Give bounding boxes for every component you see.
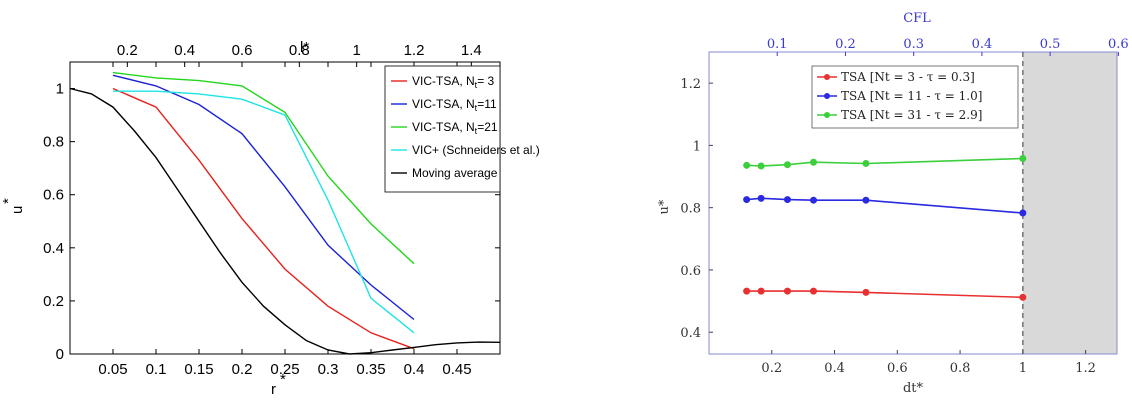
series-point-1 <box>757 287 765 295</box>
series-line-4 <box>113 90 415 334</box>
legend-marker <box>824 112 830 118</box>
series-line-3 <box>112 71 415 265</box>
y-tick-label: 0 <box>56 346 64 363</box>
legend-label: TSA [Nt = 3 - τ = 0.3] <box>841 70 975 84</box>
y-axis-label: u <box>9 206 26 214</box>
x-tick-label: 0.1 <box>146 361 167 378</box>
x-tick-label: 0.35 <box>356 361 385 378</box>
top-tick-label: 0.8 <box>289 42 310 59</box>
series-point-2 <box>757 194 765 202</box>
series-point-2 <box>1019 209 1027 217</box>
y-axis-label-group: u* <box>0 198 26 214</box>
plot-frame <box>708 51 1118 355</box>
series-point-3 <box>757 162 765 170</box>
y-tick-label: 0.8 <box>680 202 701 217</box>
shaded-region <box>1022 52 1117 354</box>
series-point-2 <box>810 196 818 204</box>
series-point-3 <box>810 158 818 166</box>
y-axis-label: u* <box>657 199 672 214</box>
top-tick-label: 0.6 <box>232 42 253 59</box>
x-tick-label: 0.8 <box>950 361 971 376</box>
legend-box <box>384 65 501 193</box>
top-tick-label: 0.2 <box>117 42 138 59</box>
legend-marker <box>824 74 830 80</box>
top-tick-label: 0.4 <box>972 37 993 52</box>
series-point-1 <box>862 288 870 296</box>
top-axis-label: l* <box>300 39 309 56</box>
x-tick-label: 0.2 <box>232 361 253 378</box>
series-point-3 <box>1019 154 1027 162</box>
y-tick-label: 0.8 <box>43 134 64 151</box>
y-tick-label: 1 <box>56 81 64 98</box>
x-tick-label: 0.2 <box>761 361 782 376</box>
legend-box <box>811 65 1019 129</box>
y-tick-label: 0.4 <box>680 326 701 341</box>
x-tick-label: 0.45 <box>442 361 471 378</box>
x-axis-label-sup: * <box>280 371 286 388</box>
x-tick-label: 0.4 <box>824 361 845 376</box>
top-tick-label: 0.1 <box>767 37 788 52</box>
legend-label: Moving average <box>412 166 498 180</box>
legend-label: VIC-TSA, Nt= 3 <box>412 74 495 90</box>
right-chart: 0.2 0.4 0.6 0.8 1 1.2 0.4 0.6 0.8 1 1.2 0.1 0.2 0.3 0.… <box>657 11 1129 396</box>
y-tick-label: 1.2 <box>680 77 701 92</box>
legend-label: VIC-TSA, Nt=11 <box>412 97 497 113</box>
top-tick-label: 0.3 <box>903 37 924 52</box>
top-tick-label: 0.6 <box>1108 37 1129 52</box>
series-point-2 <box>783 196 791 204</box>
x-axis-label: r <box>271 381 276 398</box>
series-point-2 <box>862 196 870 204</box>
top-tick-label: 1 <box>352 42 360 59</box>
series-point-1 <box>1019 293 1027 301</box>
top-tick-label: 1.2 <box>404 42 425 59</box>
x-tick-label: 0.15 <box>184 361 213 378</box>
series-point-2 <box>743 196 751 204</box>
y-tick-label: 0.6 <box>43 187 64 204</box>
y-tick-label: 0.2 <box>43 293 64 310</box>
y-tick-label: 1 <box>693 139 701 154</box>
series-point-3 <box>743 161 751 169</box>
top-axis-label: CFL <box>903 11 931 26</box>
x-tick-label: 0.4 <box>404 361 425 378</box>
legend-marker <box>824 93 830 99</box>
legend-label: VIC-TSA, Nt=21 <box>412 120 498 136</box>
y-axis-label-sup: * <box>0 198 17 204</box>
top-tick-label: 0.4 <box>174 42 195 59</box>
top-tick-label: 0.5 <box>1040 37 1061 52</box>
legend-label: TSA [Nt = 31 - τ = 2.9] <box>841 108 982 122</box>
x-tick-label: 0.3 <box>318 361 339 378</box>
series-point-1 <box>810 287 818 295</box>
x-tick-label: 1.2 <box>1075 361 1096 376</box>
x-tick-label: 1 <box>1019 361 1027 376</box>
top-tick-label: 1.4 <box>461 42 482 59</box>
x-tick-label: 0.25 <box>270 361 299 378</box>
series-line-1 <box>112 87 415 350</box>
legend-label: VIC+ (Schneiders et al.) <box>412 143 540 157</box>
series-line-2 <box>112 74 415 321</box>
x-tick-label: 0.6 <box>887 361 908 376</box>
series-line-5 <box>69 87 501 355</box>
y-tick-label: 0.6 <box>680 264 701 279</box>
x-axis-label: dt* <box>903 381 924 396</box>
x-tick-label: 0.05 <box>98 361 127 378</box>
series-point-1 <box>783 287 791 295</box>
top-tick-label: 0.2 <box>835 37 856 52</box>
series-point-3 <box>862 159 870 167</box>
series-point-3 <box>783 161 791 169</box>
left-chart: 0.05 0.1 0.15 0.2 0.25 0.3 0.35 0.4 0.45 0 0.2 0.4 0… <box>0 39 540 398</box>
y-tick-label: 0.4 <box>43 240 64 257</box>
legend-label: TSA [Nt = 11 - τ = 1.0] <box>841 89 982 103</box>
series-point-1 <box>743 287 751 295</box>
